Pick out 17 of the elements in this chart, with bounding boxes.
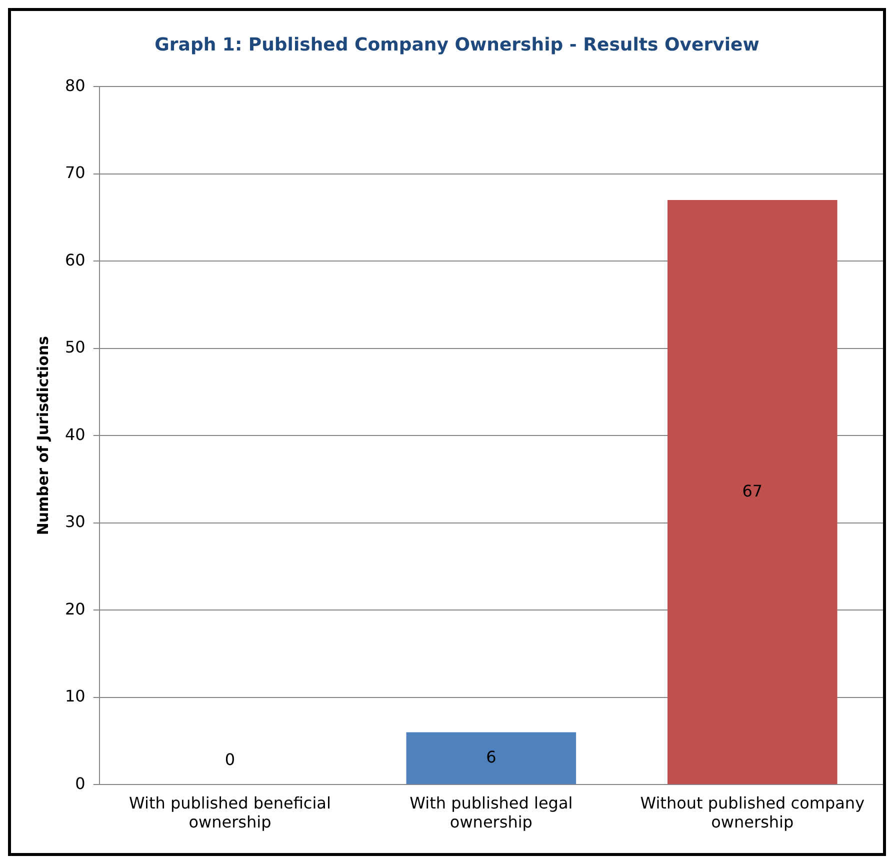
chart-title: Graph 1: Published Company Ownership - Results Overview [154,34,760,56]
y-tick-label: 20 [65,599,86,618]
data-label: 6 [486,748,496,767]
data-label: 0 [224,750,236,769]
x-tick-label: Without published company ownership [640,793,865,832]
y-tick-label: 50 [65,338,86,357]
y-tick-label: 0 [75,774,86,793]
y-tick-label: 70 [65,163,86,182]
y-tick-label: 10 [65,686,86,706]
y-tick-label: 40 [65,424,86,444]
y-tick-label: 80 [65,76,86,95]
x-tick-label: With published legal ownership [410,793,573,832]
data-label: 67 [742,481,763,500]
x-tick-label: With published beneficial ownership [129,793,331,832]
y-tick-label: 30 [65,512,86,532]
y-axis-title: Number of Jurisdictions [34,336,52,536]
y-tick-label: 60 [65,250,86,270]
